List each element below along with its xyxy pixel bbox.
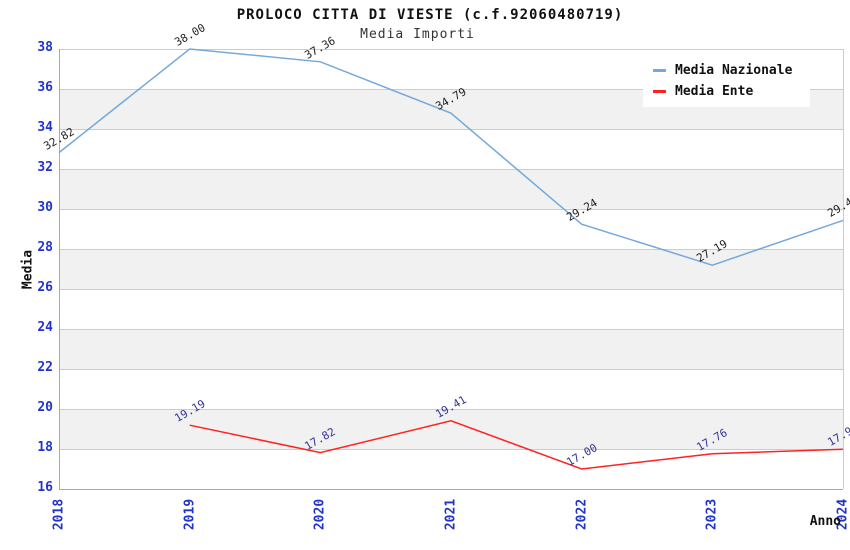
y-tick-label: 26 bbox=[37, 280, 53, 295]
legend-item-media-nazionale: Media Nazionale bbox=[653, 60, 810, 81]
y-tick-label: 36 bbox=[37, 80, 53, 95]
gridline bbox=[59, 448, 843, 450]
legend-line-icon bbox=[653, 69, 666, 72]
plot-band bbox=[59, 249, 843, 289]
legend-label: Media Nazionale bbox=[675, 63, 793, 78]
y-tick-label: 20 bbox=[37, 400, 53, 415]
legend-item-media-ente: Media Ente bbox=[653, 81, 810, 102]
gridline bbox=[59, 208, 843, 210]
gridline bbox=[59, 288, 843, 290]
series-line-media-ente bbox=[189, 420, 844, 470]
gridline bbox=[59, 328, 843, 330]
y-tick-label: 30 bbox=[37, 200, 53, 215]
y-tick-label: 24 bbox=[37, 320, 53, 335]
chart-title: PROLOCO CITTA DI VIESTE (c.f.92060480719… bbox=[236, 7, 624, 23]
chart-subtitle: Media Importi bbox=[360, 27, 475, 42]
y-tick-label: 28 bbox=[37, 240, 53, 255]
y-tick-label: 18 bbox=[37, 440, 53, 455]
y-tick-label: 34 bbox=[37, 120, 53, 135]
y-tick-label: 22 bbox=[37, 360, 53, 375]
axis-line bbox=[59, 488, 843, 490]
series-line-media-nazionale bbox=[58, 48, 844, 266]
y-axis-title: Media bbox=[20, 249, 36, 290]
legend: Media Nazionale Media Ente bbox=[643, 55, 810, 107]
gridline bbox=[59, 408, 843, 410]
plot-band bbox=[59, 329, 843, 369]
y-tick-label: 32 bbox=[37, 160, 53, 175]
gridline bbox=[59, 128, 843, 130]
gridline bbox=[59, 88, 843, 90]
gridline bbox=[59, 168, 843, 170]
legend-label: Media Ente bbox=[675, 84, 754, 99]
y-tick-label: 16 bbox=[37, 480, 53, 495]
plot-band bbox=[59, 409, 843, 449]
gridline bbox=[59, 248, 843, 250]
plot-band bbox=[59, 169, 843, 209]
y-tick-label: 38 bbox=[37, 40, 53, 55]
gridline bbox=[59, 48, 843, 50]
gridline bbox=[59, 368, 843, 370]
x-axis-title: Anno bbox=[809, 514, 841, 529]
axis-line bbox=[842, 49, 844, 489]
legend-line-icon bbox=[653, 90, 666, 93]
axis-line bbox=[58, 49, 60, 489]
